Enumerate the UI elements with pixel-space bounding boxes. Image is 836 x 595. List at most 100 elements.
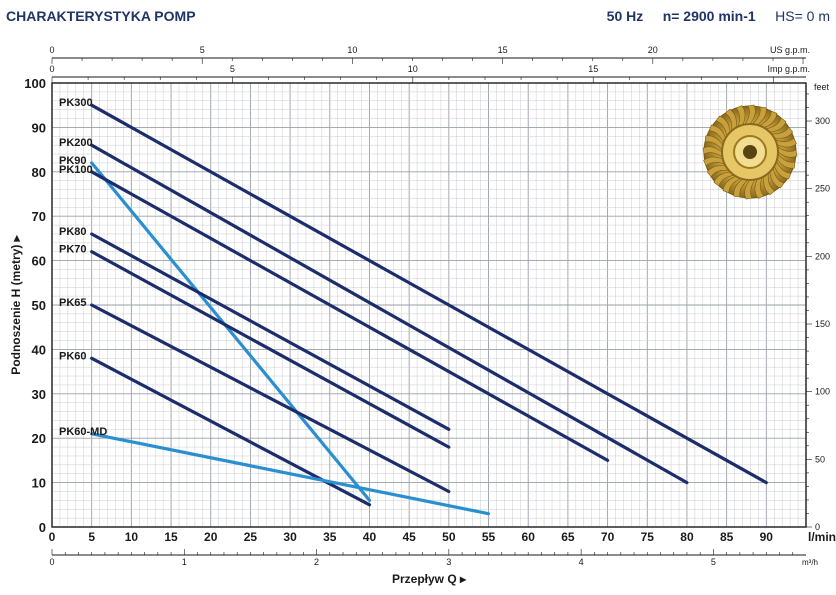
header-specs: 50 Hz n= 2900 min-1 HS= 0 m xyxy=(607,8,830,24)
hs-label: HS= 0 m xyxy=(775,8,830,24)
impeller-vane xyxy=(722,175,741,194)
y-tick-label: 40 xyxy=(32,342,46,357)
series-label-pk60-md: PK60-MD xyxy=(59,426,107,438)
m3h-tick-label: 1 xyxy=(182,557,187,567)
x-tick-label: 10 xyxy=(125,530,139,544)
us-gpm-tick-label: 5 xyxy=(200,45,205,55)
x-tick-label: 5 xyxy=(88,530,95,544)
impeller-vane xyxy=(773,161,792,180)
feet-tick-label: 200 xyxy=(815,251,830,261)
us-gpm-tick-label: 0 xyxy=(49,45,54,55)
impeller-vane xyxy=(724,108,737,131)
y-tick-label: 100 xyxy=(24,76,46,91)
impeller-vane xyxy=(733,178,749,198)
x-tick-label: 90 xyxy=(760,530,774,544)
m3h-tick-label: 5 xyxy=(711,557,716,567)
impeller-vane xyxy=(765,117,787,133)
impeller-vane xyxy=(771,126,794,139)
impeller-vane xyxy=(735,105,746,127)
us-gpm-tick-label: 15 xyxy=(498,45,508,55)
impeller-vane xyxy=(706,165,729,178)
feet-tick-label: 0 xyxy=(815,522,820,532)
m3h-tick-label: 3 xyxy=(446,557,451,567)
series-line-pk80 xyxy=(90,232,451,431)
feet-unit-label: feet xyxy=(814,82,830,92)
series-label-pk60: PK60 xyxy=(59,350,87,362)
series-label-pk65: PK65 xyxy=(59,297,87,309)
series-line-pk70 xyxy=(90,250,451,449)
impeller-vane xyxy=(776,153,796,169)
m3h-tick-label: 2 xyxy=(314,557,319,567)
feet-tick-label: 250 xyxy=(815,184,830,194)
impeller-vane xyxy=(754,177,765,199)
feet-tick-label: 50 xyxy=(815,454,825,464)
x-axis-title: Przepływ Q ▸ xyxy=(392,572,467,586)
impeller-vane xyxy=(759,110,778,129)
y-axis-title: Podnoszenie H (metry) ▸ xyxy=(9,234,23,374)
chart-axes xyxy=(51,57,812,556)
y-tick-label: 50 xyxy=(32,298,46,313)
x-tick-label: 55 xyxy=(482,530,496,544)
m3h-tick-label: 0 xyxy=(49,557,54,567)
impeller-image xyxy=(702,104,798,200)
feet-tick-label: 100 xyxy=(815,387,830,397)
x-tick-label: 65 xyxy=(561,530,575,544)
imp-gpm-unit-label: Imp g.p.m. xyxy=(767,64,810,74)
series-label-pk70: PK70 xyxy=(59,244,87,256)
impeller-vane xyxy=(713,171,735,187)
series-label-pk90: PK90 xyxy=(59,155,87,167)
series-line-pk100 xyxy=(90,170,610,462)
feet-tick-label: 150 xyxy=(815,319,830,329)
y-tick-label: 70 xyxy=(32,209,46,224)
impeller-vane xyxy=(708,124,727,143)
chart-series xyxy=(90,103,768,516)
x-tick-label: 15 xyxy=(164,530,178,544)
x-tick-label: 0 xyxy=(49,530,56,544)
x-tick-label: 35 xyxy=(323,530,337,544)
frequency-label: 50 Hz xyxy=(606,8,644,24)
x-unit-label: l/min xyxy=(808,530,836,544)
x-tick-label: 40 xyxy=(363,530,377,544)
impeller-vane xyxy=(704,135,724,151)
x-tick-label: 80 xyxy=(680,530,694,544)
impeller-vane xyxy=(744,179,756,200)
x-tick-label: 60 xyxy=(522,530,536,544)
x-tick-label: 30 xyxy=(283,530,297,544)
series-line-pk300 xyxy=(90,103,768,485)
series-label-pk300: PK300 xyxy=(59,97,93,109)
feet-tick-label: 300 xyxy=(815,116,830,126)
impeller-vane xyxy=(715,115,731,137)
y-tick-label: 30 xyxy=(32,387,46,402)
imp-gpm-tick-label: 0 xyxy=(49,64,54,74)
impeller-vane xyxy=(702,146,723,158)
impeller-vane xyxy=(777,146,798,158)
x-tick-label: 70 xyxy=(601,530,615,544)
y-tick-label: 10 xyxy=(32,476,46,491)
series-line-pk60-md xyxy=(90,432,491,516)
plot-frame xyxy=(51,82,807,528)
page-title: CHARAKTERYSTYKA POMP xyxy=(6,8,196,24)
y-tick-label: 60 xyxy=(32,254,46,269)
impeller-vane xyxy=(751,106,767,126)
x-tick-label: 75 xyxy=(641,530,655,544)
us-gpm-unit-label: US g.p.m. xyxy=(770,45,810,55)
y-tick-label: 0 xyxy=(39,520,46,535)
x-tick-label: 25 xyxy=(244,530,258,544)
series-label-pk80: PK80 xyxy=(59,226,87,238)
us-gpm-tick-label: 10 xyxy=(347,45,357,55)
series-line-pk200 xyxy=(90,143,689,485)
impeller-vane xyxy=(744,104,756,125)
speed-label: n= 2900 min-1 xyxy=(662,8,756,24)
series-label-pk100: PK100 xyxy=(59,164,93,176)
y-tick-label: 90 xyxy=(32,120,46,135)
x-tick-label: 50 xyxy=(442,530,456,544)
x-tick-label: 85 xyxy=(720,530,734,544)
series-line-pk65 xyxy=(90,303,451,494)
impeller-vane xyxy=(769,167,785,189)
impeller-vane xyxy=(763,173,776,196)
us-gpm-tick-label: 20 xyxy=(648,45,658,55)
impeller-vane xyxy=(775,137,797,148)
y-tick-label: 20 xyxy=(32,431,46,446)
